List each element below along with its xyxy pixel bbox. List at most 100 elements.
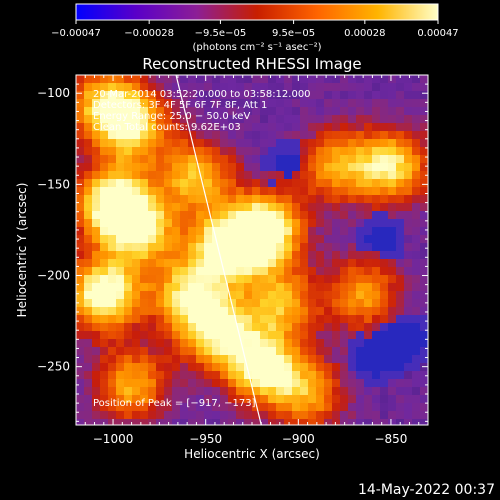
heatmap-cell (172, 123, 180, 131)
heatmap-cell (100, 179, 108, 187)
heatmap-cell (252, 155, 260, 163)
heatmap-cell (404, 227, 412, 235)
heatmap-cell (204, 211, 212, 219)
heatmap-cell (388, 267, 396, 275)
heatmap-cell (300, 123, 308, 131)
heatmap-cell (308, 251, 316, 259)
heatmap-cell (268, 379, 276, 387)
heatmap-cell (292, 123, 300, 131)
heatmap-cell (276, 131, 284, 139)
heatmap-cell (84, 163, 92, 171)
heatmap-cell (412, 299, 420, 307)
heatmap-cell (92, 267, 100, 275)
heatmap-cell (244, 331, 252, 339)
heatmap-cell (252, 379, 260, 387)
heatmap-cell (276, 147, 284, 155)
heatmap-cell (172, 203, 180, 211)
heatmap-cell (340, 411, 348, 419)
heatmap-cell (380, 243, 388, 251)
heatmap-cell (108, 139, 116, 147)
heatmap-cell (100, 171, 108, 179)
heatmap-cell (132, 139, 140, 147)
heatmap-cell (364, 83, 372, 91)
heatmap-cell (356, 331, 364, 339)
heatmap-cell (284, 155, 292, 163)
heatmap-cell (300, 387, 308, 395)
heatmap-cell (268, 355, 276, 363)
heatmap-cell (92, 355, 100, 363)
heatmap-cell (372, 411, 380, 419)
heatmap-cell (116, 163, 124, 171)
heatmap-cell (148, 155, 156, 163)
heatmap-cell (116, 371, 124, 379)
heatmap-cell (268, 131, 276, 139)
heatmap-cell (308, 235, 316, 243)
heatmap-cell (252, 403, 260, 411)
heatmap-cell (196, 371, 204, 379)
heatmap-cell (260, 99, 268, 107)
heatmap-cell (116, 323, 124, 331)
heatmap-cell (292, 251, 300, 259)
heatmap-cell (244, 275, 252, 283)
heatmap-cell (212, 267, 220, 275)
heatmap-cell (364, 179, 372, 187)
heatmap-cell (244, 227, 252, 235)
heatmap-cell (404, 99, 412, 107)
heatmap-cell (404, 163, 412, 171)
heatmap-cell (308, 299, 316, 307)
heatmap-cell (316, 283, 324, 291)
heatmap-cell (84, 315, 92, 323)
heatmap-cell (300, 379, 308, 387)
heatmap-cell (292, 99, 300, 107)
heatmap-cell (132, 331, 140, 339)
heatmap-cell (396, 283, 404, 291)
heatmap-cell (164, 203, 172, 211)
heatmap-cell (76, 171, 84, 179)
heatmap-cell (116, 195, 124, 203)
heatmap-cell (252, 395, 260, 403)
heatmap-cell (292, 147, 300, 155)
heatmap-cell (324, 403, 332, 411)
heatmap-cell (308, 331, 316, 339)
heatmap-cell (324, 299, 332, 307)
heatmap-cell (364, 155, 372, 163)
heatmap-cell (244, 203, 252, 211)
heatmap-cell (204, 267, 212, 275)
heatmap-cell (84, 355, 92, 363)
heatmap-cell (252, 411, 260, 419)
heatmap-cell (388, 363, 396, 371)
heatmap-cell (84, 291, 92, 299)
heatmap-cell (292, 195, 300, 203)
heatmap-cell (180, 331, 188, 339)
heatmap-cell (236, 347, 244, 355)
heatmap-cell (116, 123, 124, 131)
heatmap-cell (124, 83, 132, 91)
heatmap-cell (316, 179, 324, 187)
heatmap-cell (236, 243, 244, 251)
heatmap-cell (108, 379, 116, 387)
heatmap-cell (196, 387, 204, 395)
heatmap-cell (156, 147, 164, 155)
heatmap-cell (260, 171, 268, 179)
heatmap-cell (164, 315, 172, 323)
heatmap-cell (364, 99, 372, 107)
heatmap-cell (244, 179, 252, 187)
heatmap-cell (380, 83, 388, 91)
heatmap-cell (108, 187, 116, 195)
heatmap-cell (260, 227, 268, 235)
heatmap-cell (252, 115, 260, 123)
heatmap-cell (172, 395, 180, 403)
heatmap-cell (180, 107, 188, 115)
heatmap-cell (348, 163, 356, 171)
heatmap-cell (220, 251, 228, 259)
heatmap-cell (164, 235, 172, 243)
heatmap-cell (228, 243, 236, 251)
heatmap-cell (84, 411, 92, 419)
heatmap-cell (100, 299, 108, 307)
heatmap-cell (324, 395, 332, 403)
heatmap-cell (412, 339, 420, 347)
heatmap-cell (180, 163, 188, 171)
heatmap-cell (92, 275, 100, 283)
heatmap-cell (420, 195, 428, 203)
heatmap-cell (228, 395, 236, 403)
